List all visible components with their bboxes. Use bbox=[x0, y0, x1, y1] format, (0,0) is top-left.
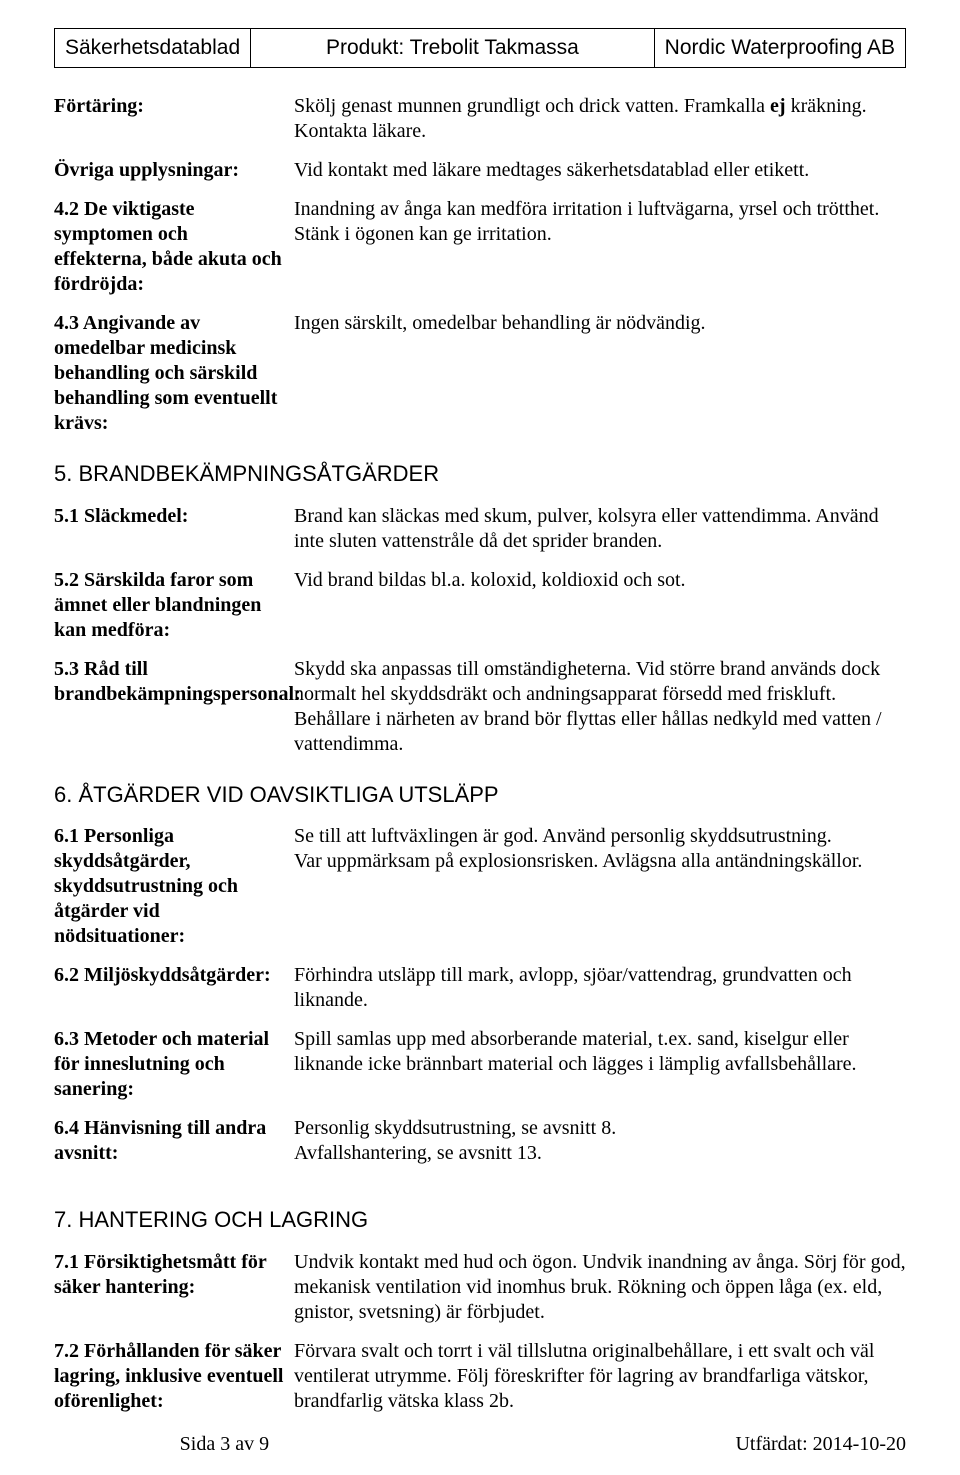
row-4-2: 4.2 De viktigaste symptomen och effekter… bbox=[54, 197, 906, 297]
value: Inandning av ånga kan medföra irritation… bbox=[294, 197, 906, 297]
value: Skydd ska anpassas till omständigheterna… bbox=[294, 657, 906, 757]
footer-issued: Utfärdat: 2014-10-20 bbox=[565, 1432, 906, 1457]
value: Spill samlas upp med absorberande materi… bbox=[294, 1027, 906, 1102]
row-6-1: 6.1 Personliga skyddsåtgärder, skyddsutr… bbox=[54, 824, 906, 949]
row-5-1: 5.1 Släckmedel: Brand kan släckas med sk… bbox=[54, 504, 906, 554]
value: Vid brand bildas bl.a. koloxid, koldioxi… bbox=[294, 568, 906, 643]
value: Ingen särskilt, omedelbar behandling är … bbox=[294, 311, 906, 436]
label: 4.3 Angivande av omedelbar medicinsk beh… bbox=[54, 311, 294, 436]
label: 6.4 Hänvisning till andra avsnitt: bbox=[54, 1116, 294, 1166]
label: 7.1 Försiktighetsmått för säker hanterin… bbox=[54, 1250, 294, 1325]
label: 5.1 Släckmedel: bbox=[54, 504, 294, 554]
row-7-1: 7.1 Försiktighetsmått för säker hanterin… bbox=[54, 1250, 906, 1325]
value: Brand kan släckas med skum, pulver, kols… bbox=[294, 504, 906, 554]
footer-page: Sida 3 av 9 bbox=[54, 1432, 395, 1457]
value: Personlig skyddsutrustning, se avsnitt 8… bbox=[294, 1116, 906, 1166]
document-header: Säkerhetsdatablad Produkt: Trebolit Takm… bbox=[54, 28, 906, 68]
row-7-2: 7.2 Förhållanden för säker lagring, inkl… bbox=[54, 1339, 906, 1414]
page-footer: Sida 3 av 9 Utfärdat: 2014-10-20 bbox=[54, 1432, 906, 1457]
row-6-3: 6.3 Metoder och material för inneslutnin… bbox=[54, 1027, 906, 1102]
label: 6.3 Metoder och material för inneslutnin… bbox=[54, 1027, 294, 1102]
label: 4.2 De viktigaste symptomen och effekter… bbox=[54, 197, 294, 297]
label: Förtäring: bbox=[54, 94, 294, 144]
section-5-title: 5. BRANDBEKÄMPNINGSÅTGÄRDER bbox=[54, 460, 906, 488]
row-6-2: 6.2 Miljöskyddsåtgärder: Förhindra utslä… bbox=[54, 963, 906, 1013]
label: Övriga upplysningar: bbox=[54, 158, 294, 183]
label: 6.2 Miljöskyddsåtgärder: bbox=[54, 963, 294, 1013]
header-center: Produkt: Trebolit Takmassa bbox=[251, 29, 655, 67]
row-6-4: 6.4 Hänvisning till andra avsnitt: Perso… bbox=[54, 1116, 906, 1166]
value: Skölj genast munnen grundligt och drick … bbox=[294, 94, 906, 144]
section-7-title: 7. HANTERING OCH LAGRING bbox=[54, 1206, 906, 1234]
header-left: Säkerhetsdatablad bbox=[55, 29, 251, 67]
header-right: Nordic Waterproofing AB bbox=[655, 29, 905, 67]
row-4-3: 4.3 Angivande av omedelbar medicinsk beh… bbox=[54, 311, 906, 436]
label: 6.1 Personliga skyddsåtgärder, skyddsutr… bbox=[54, 824, 294, 949]
value: Undvik kontakt med hud och ögon. Undvik … bbox=[294, 1250, 906, 1325]
value: Vid kontakt med läkare medtages säkerhet… bbox=[294, 158, 906, 183]
row-fortaring: Förtäring: Skölj genast munnen grundligt… bbox=[54, 94, 906, 144]
label: 5.2 Särskilda faror som ämnet eller blan… bbox=[54, 568, 294, 643]
row-5-3: 5.3 Råd till brandbekämpningspersonal: S… bbox=[54, 657, 906, 757]
label: 7.2 Förhållanden för säker lagring, inkl… bbox=[54, 1339, 294, 1414]
value: Förhindra utsläpp till mark, avlopp, sjö… bbox=[294, 963, 906, 1013]
value: Förvara svalt och torrt i väl tillslutna… bbox=[294, 1339, 906, 1414]
value: Se till att luftväxlingen är god. Använd… bbox=[294, 824, 906, 949]
row-ovriga-upplysningar: Övriga upplysningar: Vid kontakt med läk… bbox=[54, 158, 906, 183]
row-5-2: 5.2 Särskilda faror som ämnet eller blan… bbox=[54, 568, 906, 643]
label: 5.3 Råd till brandbekämpningspersonal: bbox=[54, 657, 294, 757]
section-6-title: 6. ÅTGÄRDER VID OAVSIKTLIGA UTSLÄPP bbox=[54, 781, 906, 809]
